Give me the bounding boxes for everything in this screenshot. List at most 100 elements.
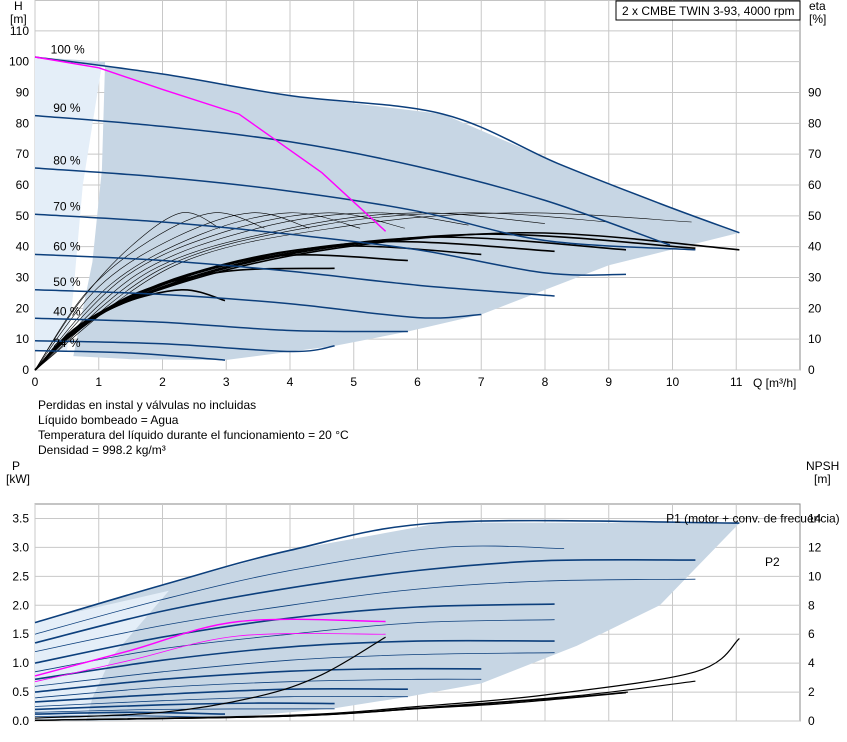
y2-tick-label: 0 [808,714,815,728]
y-tick-label: 3.0 [12,540,29,554]
p2-curve [34,708,335,713]
note-line: Densidad = 998.2 kg/m³ [38,443,166,457]
p1-curve [34,519,740,624]
y-tick-label: 60 [16,178,30,192]
y2-tick-label: 90 [808,86,822,100]
speed-label: 24 % [53,336,81,350]
qh-curve [34,289,482,319]
x-tick-label: 1 [95,375,102,389]
y2-tick-label: 50 [808,209,822,223]
p1-curve [34,639,555,681]
qh-curve [34,317,408,333]
best-efficiency-line [34,56,387,232]
y2-tick-label: 80 [808,116,822,130]
note-line: Perdidas en instal y válvulas no incluid… [38,398,257,412]
x-tick-label: 7 [478,375,485,389]
speed-label: 80 % [53,153,81,167]
y2-tick-label: 6 [808,627,815,641]
y-axis-unit: [m] [10,12,27,26]
y-tick-label: 1.5 [12,627,29,641]
efficiency-curve [34,212,469,371]
efficiency-curve [34,212,405,371]
p1-curve [34,688,408,703]
y-tick-label: 40 [16,240,30,254]
y2-tick-label: 14 [808,511,822,525]
qh-curve [34,213,627,276]
y-tick-label: 1.0 [12,656,29,670]
y-tick-label: 70 [16,147,30,161]
speed-label: 90 % [53,101,81,115]
y2-tick-label: 10 [808,569,822,583]
y-tick-label: 2.0 [12,598,29,612]
note-line: Líquido bombeado = Agua [38,413,179,427]
p2-curve [34,619,555,673]
y2-tick-label: 60 [808,178,822,192]
y-tick-label: 90 [16,86,30,100]
npsh-curve [34,636,386,719]
title-box [615,0,801,21]
operating-envelope [35,522,740,721]
operating-envelope-light [35,57,102,352]
y-tick-label: 10 [16,332,30,346]
x-tick-label: 0 [32,375,39,389]
speed-label: 60 % [53,240,81,254]
y2-tick-label: 70 [808,147,822,161]
efficiency-curve [34,212,692,371]
x-tick-label: 9 [605,375,612,389]
efficiency-curve [34,212,546,371]
operating-envelope [35,57,740,361]
qh-curve [34,339,335,353]
y2-tick-label: 2 [808,685,815,699]
y2-tick-label: 30 [808,271,822,285]
speed-label: 40 % [53,304,81,318]
y-tick-label: 0.5 [12,685,29,699]
efficiency-curve [34,212,265,371]
x-axis-label: Q [m³/h] [753,376,796,390]
x-tick-label: 6 [414,375,421,389]
y-axis-label: H [14,0,23,13]
conditions-notes: Perdidas en instal y válvulas no incluid… [38,398,349,458]
y-axis-label: P [12,459,20,473]
y-tick-label: 0 [22,363,29,377]
y-tick-label: 2.5 [12,569,29,583]
y-tick-label: 3.5 [12,511,29,525]
y-tick-label: 110 [10,24,29,38]
qh-curve [34,167,696,251]
p2-curve [34,695,408,707]
y-tick-label: 0.0 [12,714,29,728]
qh-chart: 100 % 90 % 80 % 70 % 60 % 50 % 40 % 24 % 0 1 2 3 4 5 6… [9,0,826,390]
y2-tick-label: 10 [808,332,822,346]
p1-curve [34,603,555,664]
p2-curve [34,678,482,699]
best-efficiency-p1 [34,618,386,677]
x-tick-label: 5 [350,375,357,389]
best-efficiency-p2 [34,633,386,683]
y2-tick-label: 4 [808,656,815,670]
note-line: Temperatura del líquido durante el funci… [38,428,349,442]
y2-axis-label: NPSH [806,459,839,473]
qh-curve [34,253,555,297]
y2-axis-unit: [%] [809,12,826,26]
speed-label: 70 % [53,200,81,214]
x-tick-label: 3 [223,375,230,389]
y-tick-label: 80 [16,116,30,130]
y-tick-label: 50 [16,209,30,223]
x-tick-label: 11 [730,375,743,389]
y-tick-label: 30 [16,271,30,285]
x-tick-label: 10 [666,375,680,389]
y2-tick-label: 8 [808,598,815,612]
p1-curve [34,711,226,715]
power-chart: 0.0 0.5 1.0 1.5 2.0 2.5 3.0 3.5 0 2 4 6 8 10 12 14 P[kW]… [6,459,840,728]
x-tick-label: 2 [159,375,166,389]
efficiency-curve-bold [34,231,740,371]
y2-tick-label: 40 [808,240,822,254]
efficiency-curve [34,212,609,371]
qh-curve [34,114,671,246]
speed-label: 100 % [51,42,85,56]
series-label: P2 [765,555,780,569]
y-axis-unit: [kW] [6,472,30,486]
y2-axis-unit: [m] [814,472,831,486]
y-tick-label: 100 [9,55,29,69]
p2-curve [34,545,565,635]
